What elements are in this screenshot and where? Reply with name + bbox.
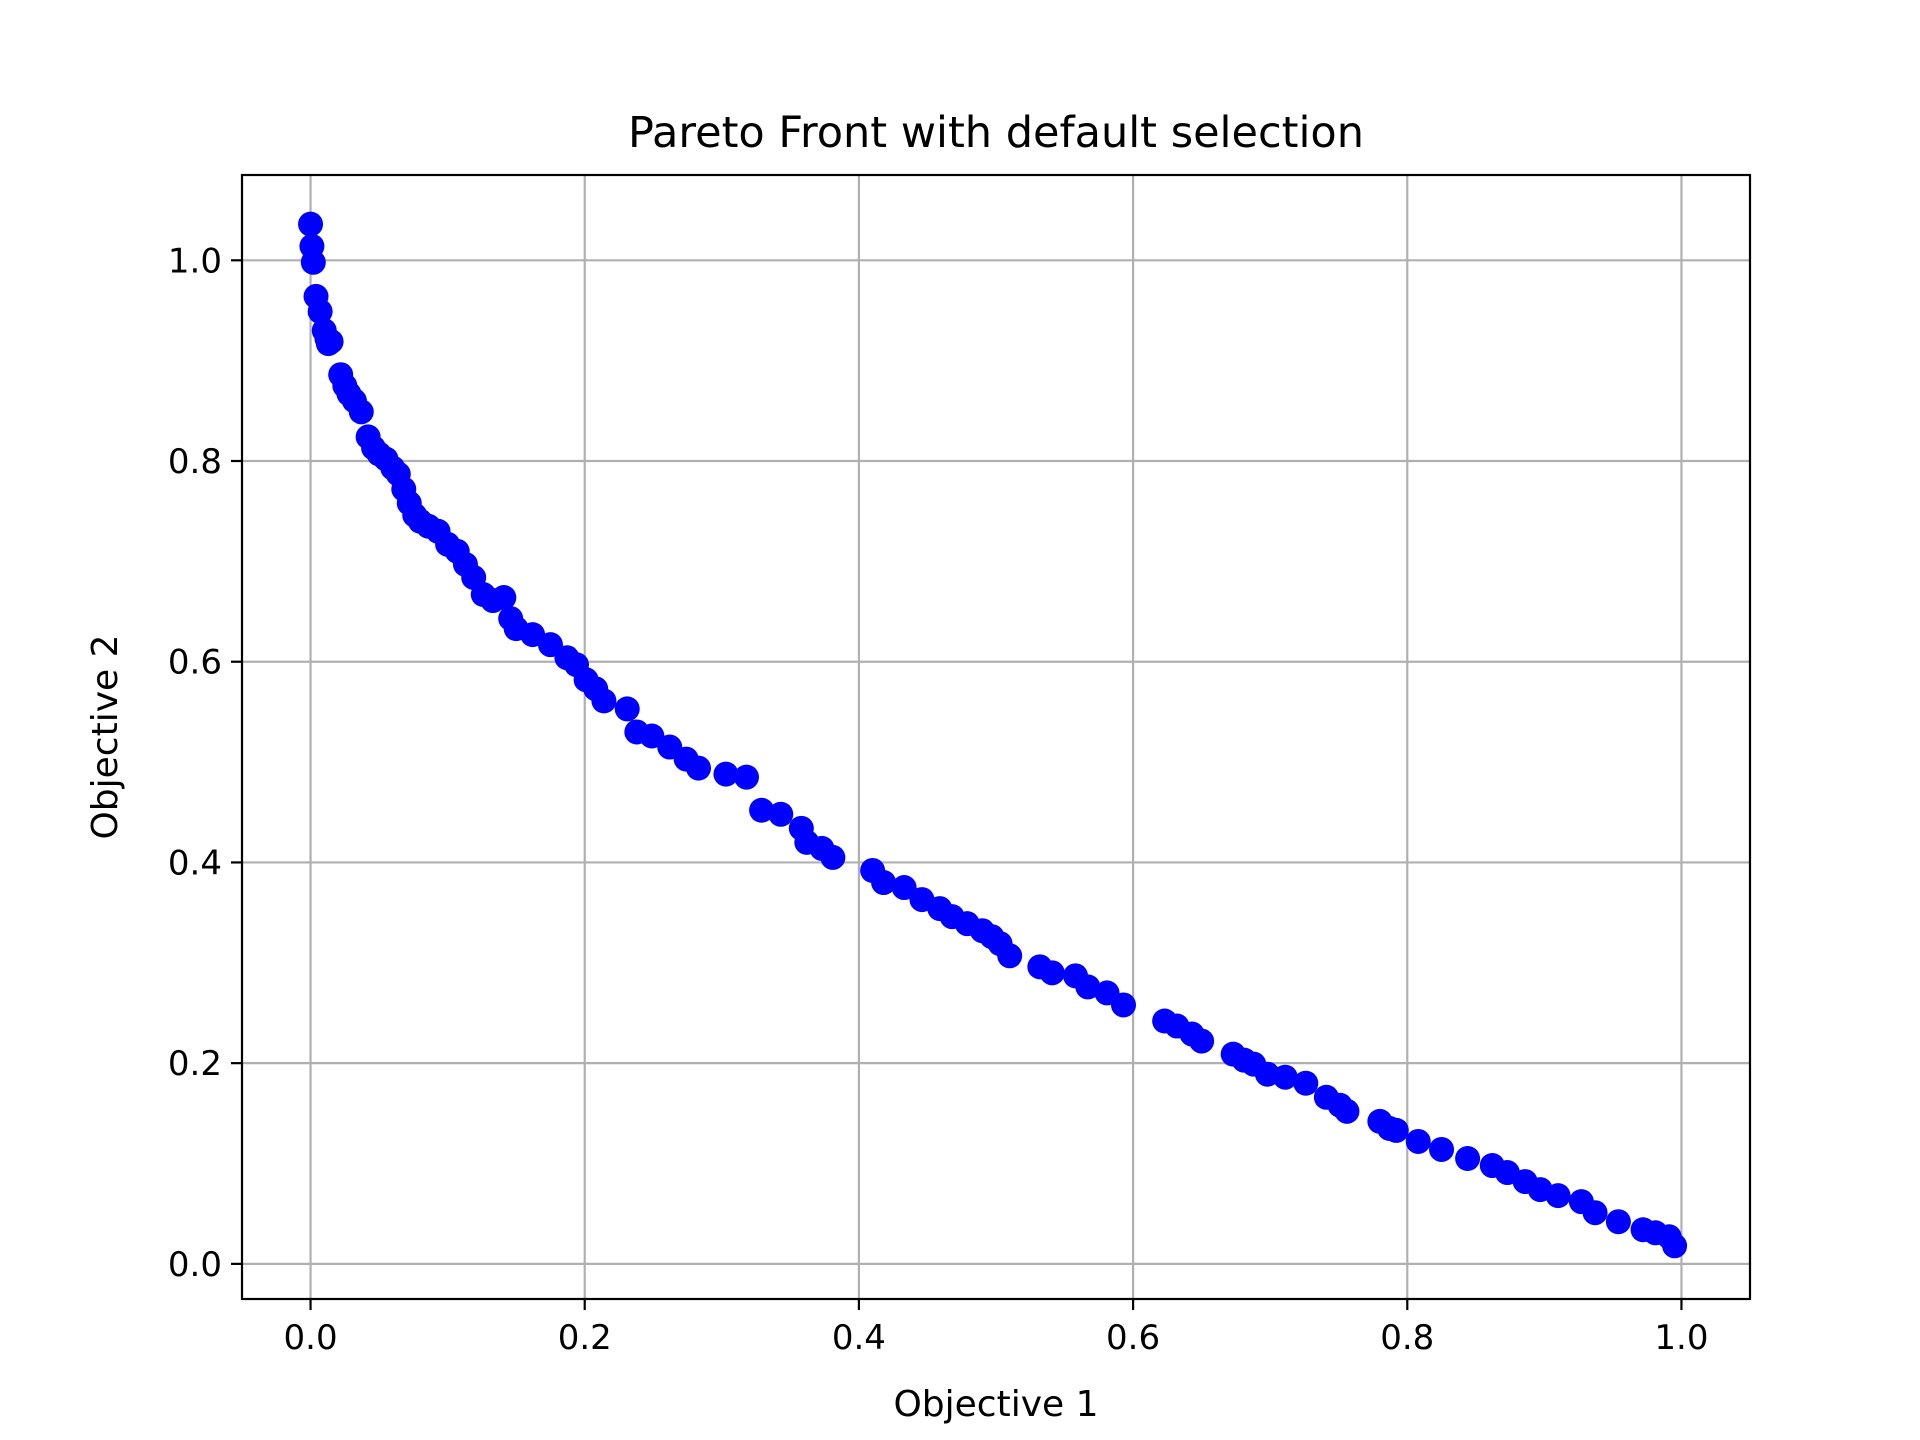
- scatter-point: [1455, 1146, 1481, 1171]
- chart-title: Pareto Front with default selection: [628, 108, 1364, 158]
- scatter-point: [614, 696, 640, 722]
- scatter-point: [1039, 960, 1065, 986]
- scatter-point: [1383, 1117, 1409, 1143]
- scatter-point: [1429, 1136, 1455, 1162]
- scatter-point: [1293, 1070, 1319, 1096]
- scatter-point: [1272, 1064, 1298, 1090]
- scatter-point: [307, 298, 333, 324]
- y-tick-label: 0.6: [168, 643, 222, 683]
- scatter-point: [1334, 1098, 1360, 1124]
- scatter-point: [713, 761, 739, 787]
- y-tick-label: 0.2: [168, 1044, 222, 1084]
- scatter-point: [298, 211, 324, 237]
- scatter-point: [1545, 1183, 1571, 1209]
- y-tick-label: 0.4: [168, 843, 222, 883]
- scatter-point: [348, 399, 374, 425]
- scatter-point: [1189, 1028, 1215, 1054]
- scatter-point: [639, 723, 665, 749]
- scatter-point: [871, 870, 897, 896]
- x-tick-label: 1.0: [1654, 1318, 1708, 1358]
- y-tick-label: 0.8: [168, 442, 222, 482]
- x-axis-label: Objective 1: [893, 1384, 1098, 1425]
- scatter-point: [1075, 974, 1101, 1000]
- scatter-point: [997, 943, 1023, 969]
- x-tick-label: 0.0: [284, 1318, 338, 1358]
- scatter-point: [591, 688, 617, 714]
- x-tick-label: 0.2: [558, 1318, 612, 1358]
- scatter-point: [820, 844, 846, 870]
- grid-lines: [242, 175, 1750, 1299]
- scatter-point: [891, 875, 917, 901]
- scatter-point: [1405, 1128, 1431, 1154]
- scatter-point: [1110, 992, 1136, 1018]
- y-tick-label: 1.0: [168, 241, 222, 281]
- scatter-point: [1662, 1233, 1688, 1259]
- scatter-point: [686, 755, 712, 781]
- y-tick-label: 0.0: [168, 1245, 222, 1285]
- scatter-point: [768, 801, 794, 827]
- scatter-point: [749, 797, 775, 823]
- scatter-point: [733, 764, 759, 790]
- x-tick-labels: 0.0 0.2 0.4 0.6 0.8 1.0: [284, 1318, 1709, 1358]
- plot-frame: [240, 173, 1752, 1301]
- scatter-point: [300, 249, 326, 275]
- x-tick-label: 0.8: [1380, 1318, 1434, 1358]
- axis-ticks: [231, 259, 1683, 1310]
- x-tick-label: 0.6: [1106, 1318, 1160, 1358]
- scatter-point: [491, 585, 517, 611]
- scatter-point: [1582, 1200, 1608, 1226]
- y-axis-label: Objective 2: [85, 634, 126, 839]
- scatter-point: [318, 329, 344, 355]
- scatter-points: [298, 211, 1688, 1259]
- x-tick-label: 0.4: [832, 1318, 886, 1358]
- y-tick-labels: 0.0 0.2 0.4 0.6 0.8 1.0: [168, 241, 222, 1285]
- plot-background: [242, 175, 1750, 1299]
- scatter-point: [1605, 1209, 1631, 1235]
